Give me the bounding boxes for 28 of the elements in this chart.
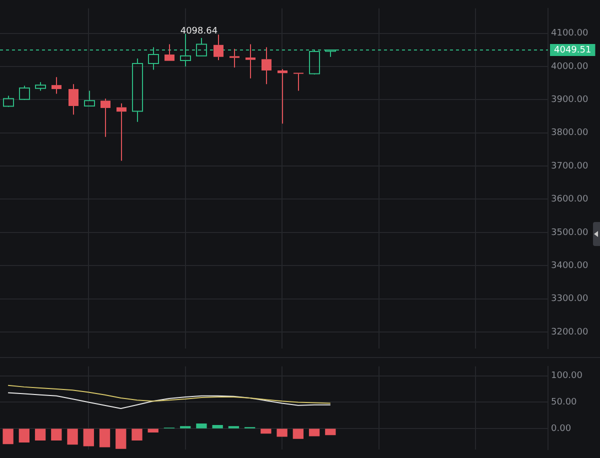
ref-line-label: 4049.51 bbox=[554, 45, 592, 56]
y-tick-label: 50.00 bbox=[551, 398, 578, 408]
candlestick bbox=[68, 84, 78, 116]
candlestick bbox=[100, 98, 110, 138]
y-tick-label: 4100.00 bbox=[551, 28, 588, 39]
y-tick-label: 3200.00 bbox=[551, 327, 588, 338]
y-tick-label: 100.00 bbox=[551, 371, 583, 382]
y-tick-label: 3500.00 bbox=[551, 228, 588, 238]
y-tick-label: 3300.00 bbox=[551, 294, 588, 304]
candlestick bbox=[52, 76, 62, 94]
y-tick-label: 3700.00 bbox=[551, 161, 588, 172]
candlestick bbox=[164, 44, 174, 61]
y-tick-label: 0.00 bbox=[551, 424, 572, 434]
candlestick bbox=[84, 90, 95, 106]
y-tick-label: 3600.00 bbox=[551, 194, 588, 205]
candlestick bbox=[262, 46, 272, 85]
candlestick bbox=[132, 58, 143, 122]
candlestick bbox=[246, 44, 256, 79]
candlestick bbox=[278, 68, 288, 124]
candlestick bbox=[230, 48, 240, 68]
candlestick bbox=[214, 34, 224, 61]
candlestick bbox=[116, 102, 126, 162]
y-tick-label: 3400.00 bbox=[551, 260, 588, 271]
y-tick-label: 3800.00 bbox=[551, 128, 588, 138]
annotation: 4098.64 bbox=[180, 26, 218, 37]
y-tick-label: 4000.00 bbox=[551, 62, 588, 72]
y-tick-label: 3900.00 bbox=[551, 95, 588, 106]
candlestick bbox=[294, 72, 304, 92]
